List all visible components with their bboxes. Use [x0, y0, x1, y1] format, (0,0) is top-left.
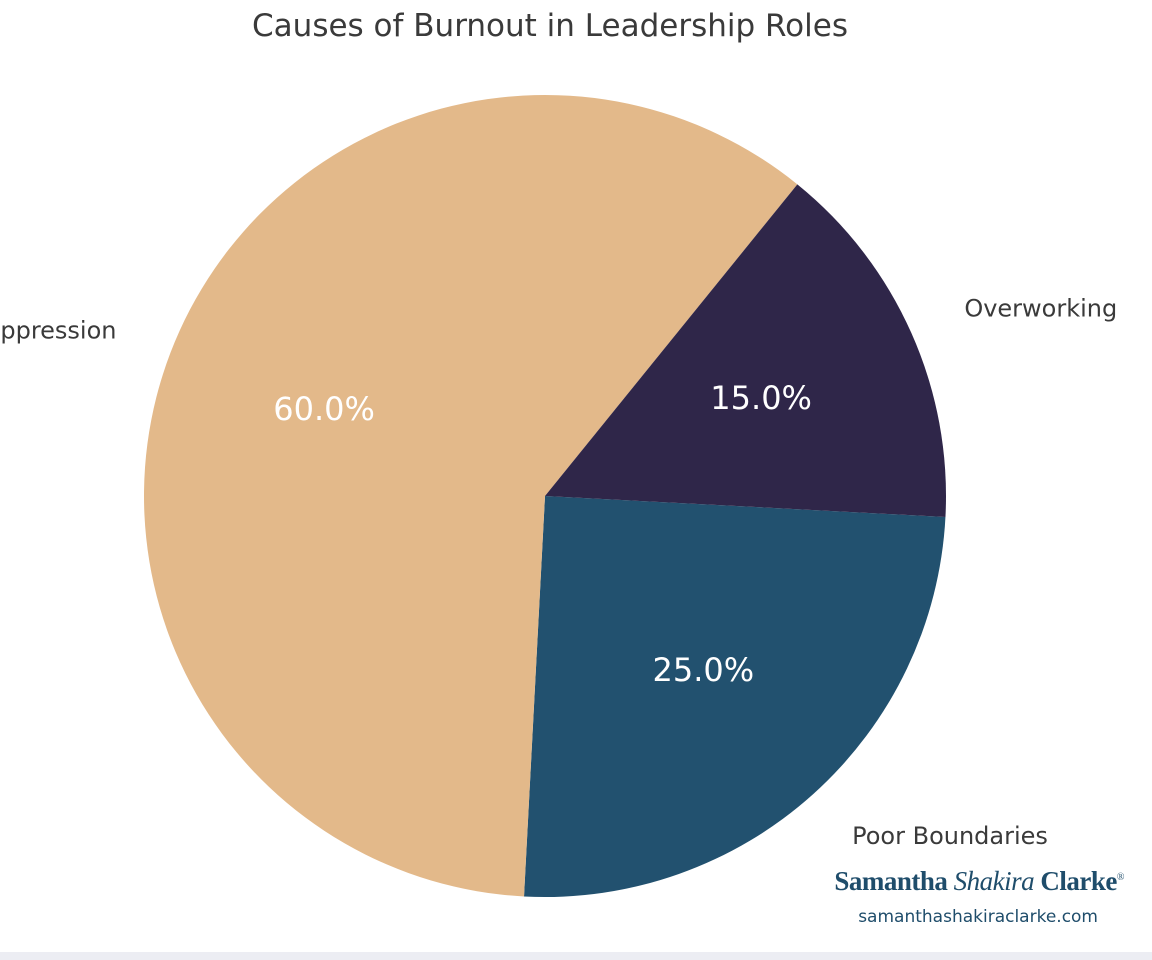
pie-slice-poor-boundaries	[524, 496, 946, 897]
slice-value-label: 60.0%	[273, 390, 375, 428]
brand-wordmark: Samantha Shakira Clarke®	[834, 866, 1124, 897]
brand-logo: Samantha Shakira Clarke® samanthashakira…	[834, 866, 1124, 927]
pie-slice-emotional-suppression	[144, 94, 798, 897]
bottom-strip	[0, 952, 1152, 960]
registered-mark: ®	[1116, 872, 1125, 883]
brand-first-name: Samantha	[834, 866, 948, 896]
pie-slice-overworking	[545, 184, 946, 517]
category-label-overworking: Overworking	[964, 294, 1117, 322]
brand-last-name: Clarke	[1040, 866, 1117, 896]
slice-value-label: 25.0%	[652, 651, 754, 689]
chart-title: Causes of Burnout in Leadership Roles	[252, 8, 848, 44]
category-label-emotional-suppression: Emotional Suppression	[0, 317, 116, 345]
brand-middle-name: Shakira	[953, 866, 1035, 896]
brand-url[interactable]: samanthashakiraclarke.com	[858, 907, 1098, 927]
slice-value-label: 15.0%	[710, 379, 812, 417]
category-label-poor-boundaries: Poor Boundaries	[852, 822, 1048, 850]
